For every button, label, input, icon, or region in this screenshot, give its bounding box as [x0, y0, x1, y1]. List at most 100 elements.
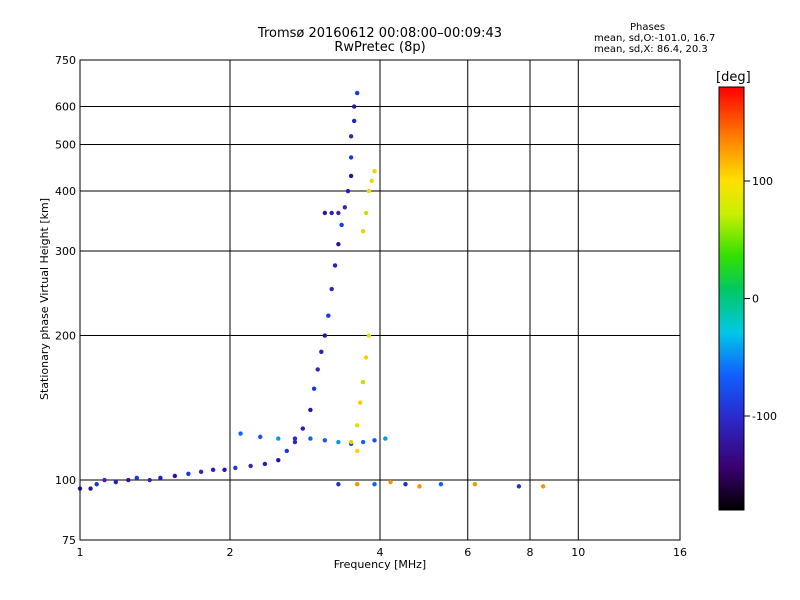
data-point	[348, 439, 354, 445]
data-point	[172, 473, 178, 479]
y-tick-label: 750	[55, 54, 76, 67]
x-tick-label: 2	[227, 546, 234, 559]
data-point	[438, 482, 444, 487]
data-point	[366, 333, 372, 338]
data-point	[300, 426, 306, 431]
data-point	[308, 436, 313, 441]
y-tick-label: 500	[55, 139, 76, 152]
data-point	[372, 168, 377, 174]
data-point	[472, 482, 478, 487]
data-point	[329, 210, 334, 216]
data-point	[311, 386, 317, 391]
data-point	[516, 484, 522, 489]
data-point	[319, 349, 324, 354]
data-point	[360, 228, 366, 234]
data-point	[198, 469, 204, 475]
colorbar-ticks: 100 0 -100	[744, 175, 777, 423]
data-point	[315, 367, 320, 372]
data-point	[322, 210, 328, 216]
data-point	[354, 482, 360, 487]
stats-line-x: mean, sd,X: 86.4, 20.3	[594, 44, 708, 55]
data-point	[540, 484, 546, 489]
x-tick-label: 8	[527, 546, 534, 559]
data-point	[339, 222, 344, 228]
chart-title: Tromsø 20160612 00:08:00–00:09:43	[257, 26, 503, 41]
data-point	[292, 436, 298, 441]
data-point	[126, 477, 131, 483]
data-point	[262, 461, 268, 467]
data-point	[322, 333, 328, 338]
data-point	[113, 479, 119, 485]
data-point	[354, 448, 360, 454]
data-points	[77, 90, 546, 491]
data-point	[354, 90, 360, 96]
y-axis-label: Stationary phase Virtual Height [km]	[38, 197, 51, 400]
data-point	[186, 471, 191, 477]
grid-lines	[80, 60, 680, 540]
data-point	[322, 438, 328, 443]
data-point	[233, 465, 238, 471]
stats-line-o: mean, sd,O:-101.0, 16.7	[594, 33, 716, 44]
x-tick-label: 16	[673, 546, 687, 559]
y-tick-label: 75	[62, 534, 76, 547]
x-tick-label: 6	[464, 546, 471, 559]
chart-subtitle: RwPretec (8p)	[334, 40, 426, 55]
data-point	[388, 479, 393, 485]
data-point	[147, 477, 152, 483]
data-point	[417, 484, 422, 489]
data-point	[222, 467, 227, 473]
data-point	[342, 205, 348, 210]
data-point	[276, 457, 281, 463]
data-point	[351, 118, 357, 124]
data-point	[348, 155, 354, 160]
plot-frame	[79, 59, 681, 541]
data-point	[336, 482, 341, 487]
data-point	[345, 188, 351, 194]
plot-border	[79, 59, 681, 541]
data-point	[372, 482, 377, 487]
data-point	[360, 379, 366, 385]
y-tick-labels: 75 100 200 300 400 500 600 750	[55, 54, 76, 547]
data-point	[326, 313, 331, 318]
data-point	[94, 482, 99, 487]
data-point	[383, 436, 388, 441]
data-point	[258, 434, 263, 440]
data-point	[366, 188, 372, 194]
x-tick-labels: 1 2 4 6 8 10 16	[77, 546, 688, 559]
x-axis-label: Frequency [MHz]	[333, 558, 427, 571]
data-point	[308, 407, 313, 413]
data-point	[351, 104, 357, 109]
colorbar-tick-label: 100	[752, 175, 773, 188]
x-tick-label: 1	[77, 546, 84, 559]
colorbar-tick-label: 0	[752, 293, 759, 306]
stats-heading: Phases	[630, 22, 666, 33]
colorbar-gradient	[718, 86, 745, 511]
data-point	[336, 241, 341, 247]
data-point	[332, 263, 338, 268]
data-point	[403, 482, 408, 487]
data-point	[276, 436, 281, 441]
data-point	[357, 400, 363, 405]
data-point	[369, 178, 374, 184]
y-tick-label: 300	[55, 245, 76, 258]
data-point	[134, 475, 139, 481]
data-point	[336, 439, 341, 445]
data-point	[248, 463, 253, 469]
data-point	[354, 423, 360, 428]
colorbar-label: [deg]	[716, 70, 751, 85]
data-point	[363, 355, 369, 360]
data-point	[336, 210, 341, 216]
y-tick-label: 100	[55, 474, 76, 487]
y-tick-label: 600	[55, 101, 76, 114]
x-tick-label: 4	[377, 546, 384, 559]
data-point	[158, 475, 163, 481]
data-point	[210, 467, 216, 473]
data-point	[360, 439, 366, 445]
data-point	[372, 438, 377, 443]
data-point	[292, 439, 298, 445]
data-point	[329, 286, 334, 292]
colorbar-tick-label: -100	[752, 410, 777, 423]
x-tick-label: 10	[571, 546, 585, 559]
colorbar	[718, 86, 745, 511]
